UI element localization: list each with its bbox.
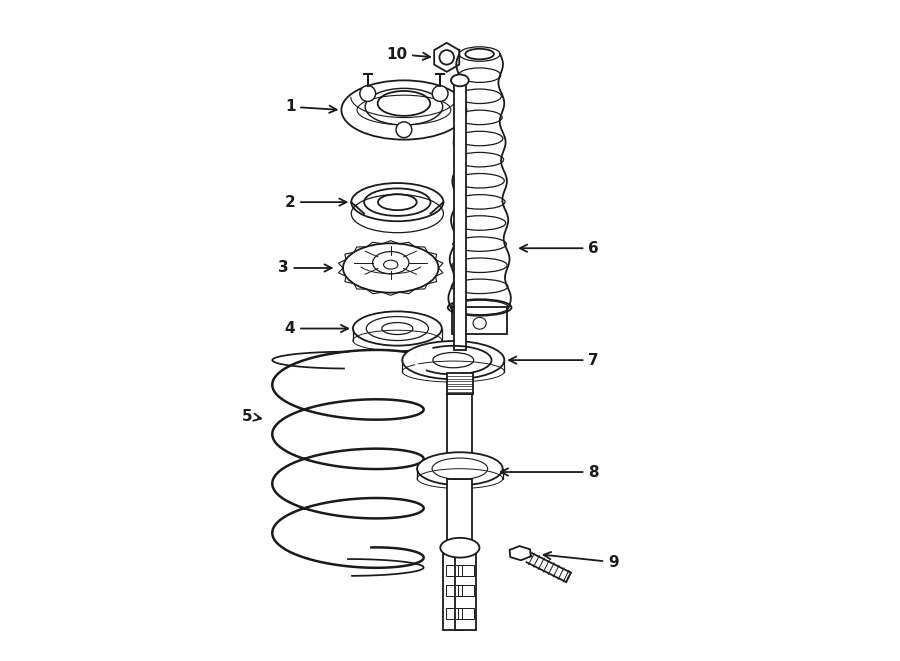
Bar xyxy=(446,585,462,596)
Polygon shape xyxy=(509,546,531,561)
Circle shape xyxy=(396,122,412,137)
Text: 9: 9 xyxy=(544,552,618,570)
Bar xyxy=(447,479,473,555)
Bar xyxy=(458,608,473,619)
Text: 6: 6 xyxy=(520,241,599,256)
Circle shape xyxy=(360,86,375,101)
Ellipse shape xyxy=(451,75,469,87)
Bar xyxy=(446,608,462,619)
Text: 1: 1 xyxy=(284,99,337,114)
Bar xyxy=(452,307,508,334)
Text: 7: 7 xyxy=(509,352,598,368)
Ellipse shape xyxy=(341,81,466,139)
Polygon shape xyxy=(434,43,459,72)
Ellipse shape xyxy=(351,183,444,221)
Bar xyxy=(444,555,464,630)
Text: 5: 5 xyxy=(242,408,261,424)
Bar xyxy=(447,395,473,475)
Bar xyxy=(458,565,473,576)
Bar xyxy=(454,81,466,350)
Ellipse shape xyxy=(440,538,480,558)
Bar xyxy=(446,565,462,576)
Bar xyxy=(446,373,472,395)
Text: 3: 3 xyxy=(278,260,332,276)
Ellipse shape xyxy=(353,311,442,346)
Circle shape xyxy=(432,86,448,101)
Text: 10: 10 xyxy=(386,46,430,61)
Text: 8: 8 xyxy=(501,465,598,479)
Ellipse shape xyxy=(417,452,503,485)
Text: 4: 4 xyxy=(284,321,348,336)
Ellipse shape xyxy=(343,243,438,293)
Text: 2: 2 xyxy=(284,194,346,210)
Ellipse shape xyxy=(402,341,504,379)
Bar xyxy=(455,555,476,630)
Bar xyxy=(458,585,473,596)
